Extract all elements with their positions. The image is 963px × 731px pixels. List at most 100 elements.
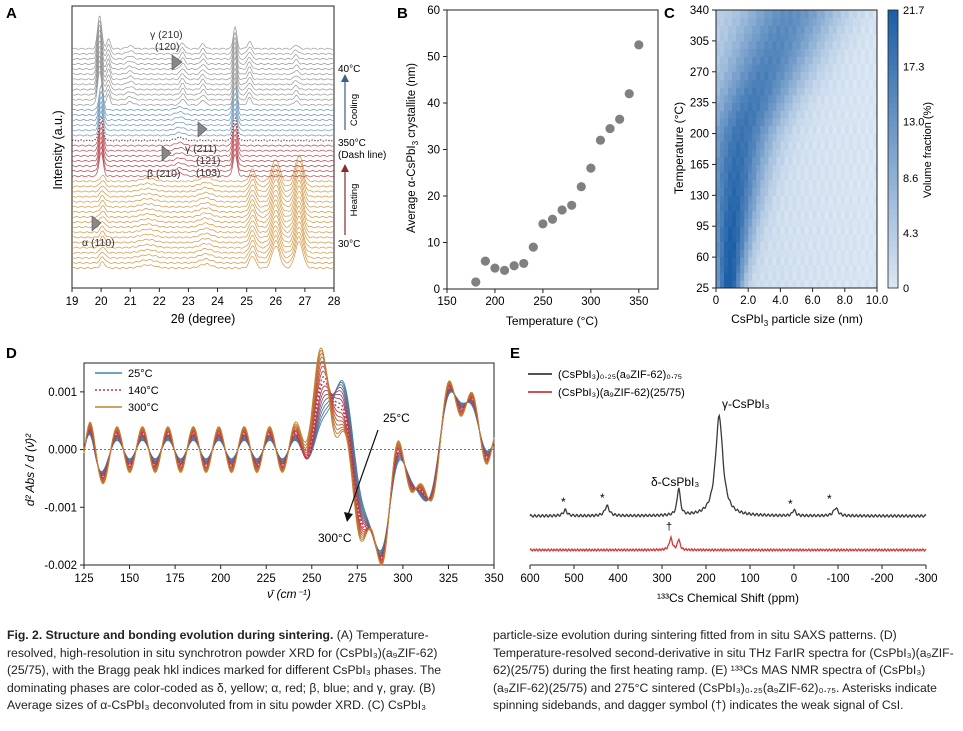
heat-cell xyxy=(864,249,870,258)
heat-cell xyxy=(872,187,878,196)
heat-cell xyxy=(848,118,854,127)
heat-cell xyxy=(840,102,846,111)
heat-cell xyxy=(872,33,878,42)
heat-cell xyxy=(852,241,858,250)
heat-cell xyxy=(808,280,814,289)
heat-cell xyxy=(852,249,858,258)
heat-cell xyxy=(864,149,870,158)
heat-cell xyxy=(872,102,878,111)
heat-cell xyxy=(744,17,749,26)
heat-cell xyxy=(812,156,818,165)
heat-cell xyxy=(784,17,789,26)
heat-cell xyxy=(756,156,761,165)
d-xtick-label: 300 xyxy=(393,573,412,585)
heat-cell xyxy=(852,10,858,19)
heat-cell xyxy=(864,233,870,243)
heat-cell xyxy=(860,125,866,134)
cbar-step xyxy=(888,60,898,67)
heat-cell xyxy=(808,179,814,189)
heat-cell xyxy=(864,125,870,134)
heat-cell xyxy=(864,110,870,119)
heat-cell xyxy=(784,48,789,57)
heat-cell xyxy=(788,249,793,258)
heat-cell xyxy=(816,264,822,273)
heat-cell xyxy=(764,71,769,80)
heat-cell xyxy=(796,79,801,88)
heat-cell xyxy=(780,195,785,204)
heat-cell xyxy=(864,133,870,142)
heat-cell xyxy=(828,164,834,173)
heat-cell xyxy=(872,133,878,142)
heat-cell xyxy=(836,226,842,235)
xrd-curve xyxy=(71,236,335,264)
panel-c-axes: 0 2.0 4.0 6.0 8.0 10.025609513016520023527030… xyxy=(690,5,888,307)
heat-cell xyxy=(832,164,838,173)
heat-cell xyxy=(776,203,781,212)
heat-cell xyxy=(844,203,850,212)
heat-cell xyxy=(796,249,801,258)
cbar-step xyxy=(888,250,898,257)
heat-cell xyxy=(756,164,761,173)
heat-cell xyxy=(832,203,838,212)
heat-cell xyxy=(760,94,765,104)
heat-cell xyxy=(732,280,737,289)
heat-cell xyxy=(848,218,854,227)
heat-cell xyxy=(740,210,745,219)
heat-cell xyxy=(804,241,809,250)
heat-cell xyxy=(836,218,842,227)
heat-cell xyxy=(732,195,737,204)
heat-cell xyxy=(860,40,866,50)
heat-cell xyxy=(844,125,850,134)
b-ytick-label: 20 xyxy=(427,191,440,203)
b-xtick-label: 300 xyxy=(581,296,600,308)
heat-cell xyxy=(768,156,773,165)
heat-cell xyxy=(792,164,797,173)
heat-cell xyxy=(768,172,773,181)
heat-cell xyxy=(760,10,765,19)
heat-cell xyxy=(812,233,818,243)
heat-cell xyxy=(748,233,753,243)
heat-cell xyxy=(748,149,753,158)
heat-cell xyxy=(852,33,858,42)
heat-cell xyxy=(848,40,854,50)
heat-cell xyxy=(720,280,725,289)
heat-cell xyxy=(760,40,765,50)
heat-cell xyxy=(772,241,777,250)
heat-cell xyxy=(768,226,773,235)
heat-cell xyxy=(820,264,826,273)
heat-cell xyxy=(816,125,822,134)
heat-cell xyxy=(760,33,765,42)
heat-cell xyxy=(856,79,862,88)
heat-cell xyxy=(828,257,834,266)
heat-cell xyxy=(872,257,878,266)
xrd-curve xyxy=(71,60,335,96)
heat-cell xyxy=(844,149,850,158)
b-ytick-label: 0 xyxy=(434,284,440,296)
heat-cell xyxy=(824,218,830,227)
cbar-step xyxy=(888,65,898,71)
heat-cell xyxy=(824,87,830,96)
heat-cell xyxy=(872,218,878,227)
heat-cell xyxy=(872,179,878,189)
heat-cell xyxy=(752,40,757,50)
b-point xyxy=(605,123,615,134)
heat-cell xyxy=(864,79,870,88)
heat-cell xyxy=(776,156,781,165)
heat-cell xyxy=(800,257,805,266)
heat-cell xyxy=(740,125,745,134)
heat-cell xyxy=(724,87,729,96)
heat-cell xyxy=(860,172,866,181)
heat-cell xyxy=(768,264,773,273)
heat-cell xyxy=(816,56,822,65)
heat-cell xyxy=(740,40,745,50)
heat-cell xyxy=(864,87,870,96)
heat-cell xyxy=(836,94,842,104)
heat-cell xyxy=(804,179,809,189)
heat-cell xyxy=(736,164,741,173)
heat-cell xyxy=(772,187,777,196)
heat-cell xyxy=(756,187,761,196)
cbar-step xyxy=(888,167,898,173)
heat-cell xyxy=(728,125,733,134)
heat-cell xyxy=(716,94,721,104)
heat-cell xyxy=(732,48,737,57)
